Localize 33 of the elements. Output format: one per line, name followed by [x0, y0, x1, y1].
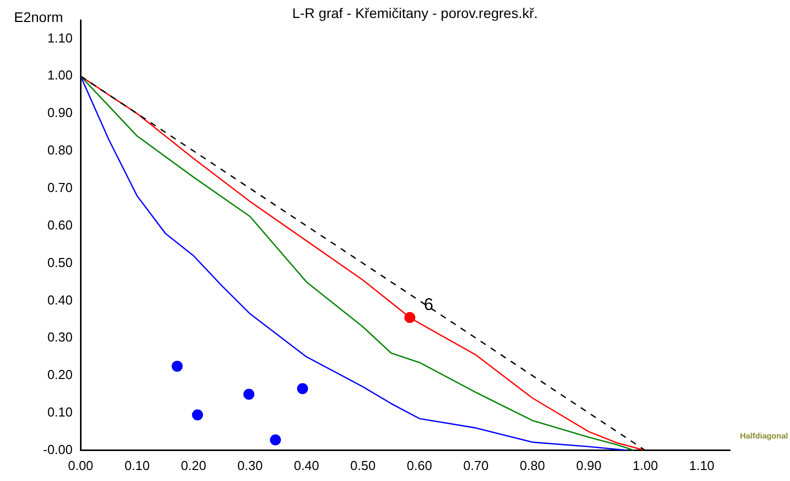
- y-tick-label: 0.30: [47, 330, 73, 345]
- annotation: 6: [424, 295, 434, 314]
- x-tick-label: 0.40: [294, 458, 320, 473]
- y-tick-label: 0.60: [47, 217, 73, 232]
- x-tick-label: 0.50: [350, 458, 376, 473]
- x-tick-label: 0.00: [68, 458, 94, 473]
- chart-title: L-R graf - Křemičitany - porov.regres.kř.: [292, 4, 538, 21]
- x-tick-label: 0.80: [520, 458, 546, 473]
- y-tick-label: -0.00: [42, 442, 73, 457]
- x-tick-label: 0.70: [463, 458, 489, 473]
- point: [243, 388, 254, 400]
- y-tick-label: 1.00: [47, 68, 73, 83]
- x-tick-label: 0.90: [576, 458, 602, 473]
- x-tick-label: 0.10: [124, 458, 150, 473]
- y-axis-title: E2norm: [14, 8, 64, 25]
- y-tick-label: 0.90: [47, 105, 73, 120]
- y-tick-label: 0.20: [47, 367, 73, 382]
- x-tick-label: 0.60: [406, 458, 432, 473]
- x-axis-title: Halfdiagonal: [740, 432, 788, 441]
- point: [297, 383, 308, 394]
- x-tick-label: 1.10: [689, 458, 714, 473]
- x-tick-label: 1.00: [632, 458, 658, 473]
- point: [192, 409, 204, 420]
- y-tick-label: 0.40: [47, 292, 73, 308]
- y-tick-label: 0.50: [47, 254, 73, 270]
- point: [172, 360, 183, 372]
- x-tick-label: 0.20: [180, 458, 206, 473]
- y-tick-label: 0.10: [47, 404, 73, 420]
- y-tick-label: 0.80: [47, 142, 73, 158]
- y-tick-label: 0.70: [47, 180, 73, 195]
- x-tick-label: 0.30: [237, 458, 263, 473]
- y-tick-label: 1.10: [47, 30, 73, 46]
- point: [270, 434, 281, 446]
